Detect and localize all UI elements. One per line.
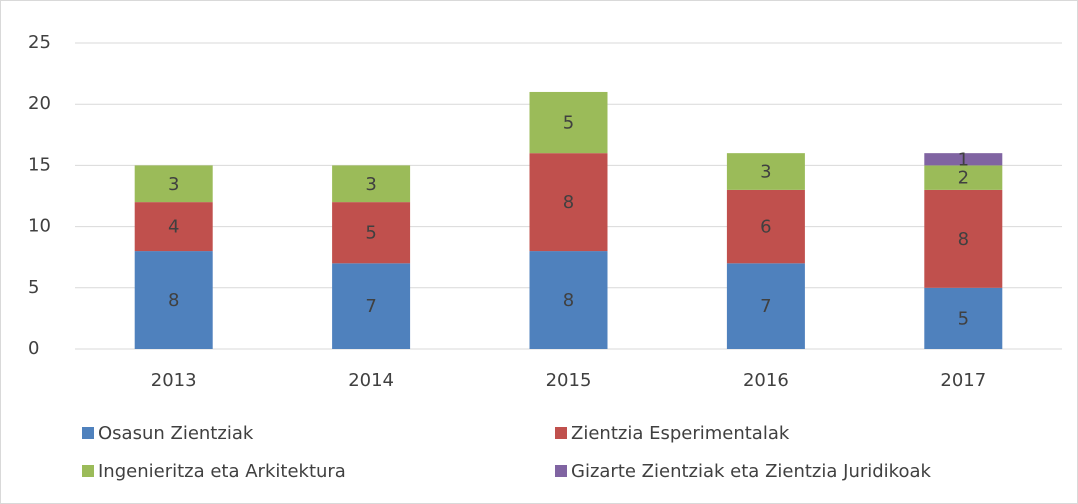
bar-segment — [726, 153, 805, 190]
y-tick-label: 0 — [28, 338, 39, 359]
y-tick-label: 25 — [28, 32, 51, 53]
legend-swatch — [82, 465, 94, 477]
bar-segment — [924, 165, 1003, 190]
data-label: 5 — [563, 113, 574, 134]
x-tick-label: 2016 — [743, 370, 789, 391]
legend-label: Gizarte Zientziak eta Zientzia Juridikoa… — [571, 461, 932, 482]
bar-segment — [529, 91, 608, 154]
data-label: 4 — [168, 217, 179, 238]
data-label: 8 — [168, 290, 179, 311]
bar-segment — [924, 189, 1003, 288]
legend-label: Osasun Zientziak — [98, 423, 254, 444]
legend-label: Zientzia Esperimentalak — [571, 423, 790, 444]
data-label: 8 — [563, 290, 574, 311]
data-label: 8 — [563, 192, 574, 213]
data-label: 6 — [760, 217, 771, 238]
bar-segment — [134, 202, 213, 252]
x-tick-label: 2015 — [546, 370, 592, 391]
data-label: 5 — [958, 308, 969, 329]
data-label: 8 — [958, 229, 969, 250]
bar-segment — [332, 263, 411, 349]
y-tick-label: 5 — [28, 277, 39, 298]
data-label: 3 — [760, 162, 771, 183]
data-label: 5 — [365, 223, 376, 244]
y-tick-label: 15 — [28, 154, 51, 175]
data-label: 3 — [365, 174, 376, 195]
bar-segment — [529, 251, 608, 349]
x-tick-label: 2014 — [348, 370, 394, 391]
data-label: 7 — [365, 296, 376, 317]
bar-segment — [726, 263, 805, 349]
bar-segment — [726, 189, 805, 264]
legend-swatch — [555, 465, 567, 477]
legend-swatch — [555, 427, 567, 439]
bar-segment — [134, 165, 213, 203]
y-tick-label: 10 — [28, 216, 51, 237]
legend-label: Ingenieritza eta Arkitektura — [98, 461, 346, 482]
bar-segment — [529, 153, 608, 252]
bar-segment — [924, 153, 1003, 166]
data-label: 2 — [958, 168, 969, 189]
y-tick-label: 20 — [28, 93, 51, 114]
data-label: 7 — [760, 296, 771, 317]
bar-segment — [332, 202, 411, 264]
x-tick-label: 2017 — [940, 370, 986, 391]
legend-swatch — [82, 427, 94, 439]
data-label: 1 — [958, 149, 969, 170]
bar-segment — [332, 165, 411, 203]
bar-segment — [134, 251, 213, 349]
bar-segment — [924, 287, 1003, 349]
data-label: 3 — [168, 174, 179, 195]
x-tick-label: 2013 — [151, 370, 197, 391]
